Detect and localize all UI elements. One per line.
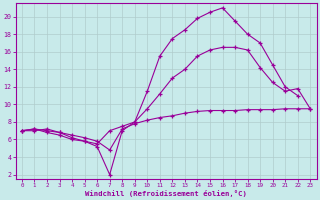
X-axis label: Windchill (Refroidissement éolien,°C): Windchill (Refroidissement éolien,°C) xyxy=(85,190,247,197)
